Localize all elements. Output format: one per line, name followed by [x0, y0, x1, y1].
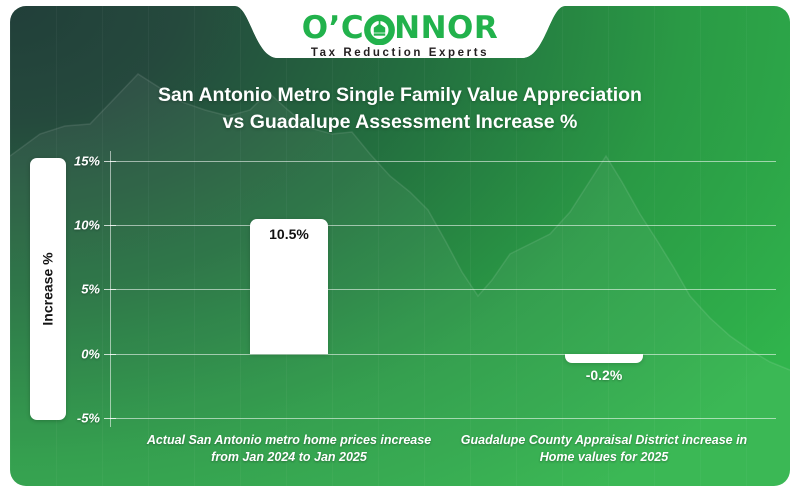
- logo-text-suffix: NNOR: [394, 10, 499, 46]
- ytick-label-15: 15%: [73, 153, 100, 169]
- gridline-neg5: [110, 418, 776, 419]
- bar-guadalupe-cad[interactable]: [565, 354, 643, 363]
- logo-text-prefix: O’C: [301, 10, 365, 46]
- logo-tagline: Tax Reduction Experts: [310, 47, 490, 59]
- ytick-label-neg5: -5%: [76, 410, 100, 426]
- gridline-10: [110, 225, 776, 226]
- gridline-15: [110, 161, 776, 162]
- chart-title-line-2: vs Guadalupe Assessment Increase %: [222, 111, 578, 133]
- chart-title: San Antonio Metro Single Family Value Ap…: [10, 82, 790, 136]
- brand-logo: O’C NNOR Tax Reduction Experts: [10, 6, 790, 64]
- ytick-label-0: 0%: [81, 346, 100, 362]
- ytick-label-5: 5%: [81, 281, 100, 297]
- category-label-1-line-1: Actual San Antonio metro home prices inc…: [146, 433, 432, 447]
- ytick-mark-0: [104, 354, 116, 355]
- ytick-mark-15: [104, 161, 116, 162]
- chart-title-line-1: San Antonio Metro Single Family Value Ap…: [158, 84, 642, 106]
- plot-area: 15% 10% 5% 0% -5% 10.5% -0.2% Actual San: [74, 151, 776, 464]
- category-label-2-line-1: Guadalupe County Appraisal District incr…: [460, 433, 748, 447]
- logo-mark: O’C NNOR: [301, 10, 499, 46]
- ytick-mark-10: [104, 225, 116, 226]
- category-label-guadalupe-cad: Guadalupe County Appraisal District incr…: [439, 432, 769, 466]
- category-label-2-line-2: Home values for 2025: [539, 450, 669, 464]
- gridline-5: [110, 289, 776, 290]
- category-label-1-line-2: from Jan 2024 to Jan 2025: [211, 450, 367, 464]
- bar-san-antonio-metro[interactable]: [250, 219, 328, 354]
- ytick-mark-5: [104, 289, 116, 290]
- category-label-san-antonio-metro: Actual San Antonio metro home prices inc…: [124, 432, 454, 466]
- gridline-0: [110, 354, 776, 355]
- o-with-house-icon: [364, 14, 396, 45]
- bar-value-guadalupe-cad: -0.2%: [585, 367, 623, 383]
- ytick-mark-neg5: [104, 418, 116, 419]
- bar-value-san-antonio-metro: 10.5%: [269, 226, 309, 242]
- y-axis-title: Increase %: [30, 158, 66, 420]
- chart-panel: O’C NNOR Tax Reduction Experts San Anton…: [10, 6, 790, 486]
- y-axis-title-label: Increase %: [40, 252, 57, 326]
- ytick-label-10: 10%: [73, 217, 100, 233]
